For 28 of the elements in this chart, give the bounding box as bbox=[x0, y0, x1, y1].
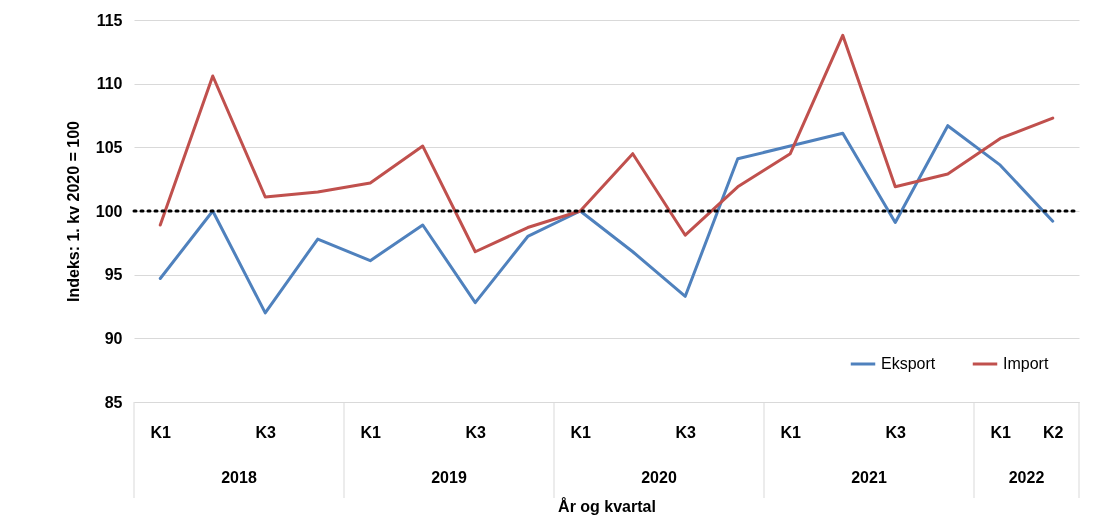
y-axis-title: Indeks: 1. kv 2020 = 100 bbox=[64, 120, 82, 303]
x-tick-label: K1 bbox=[990, 423, 1012, 441]
x-tick-label: K1 bbox=[150, 423, 172, 441]
y-tick-label: 115 bbox=[96, 11, 123, 29]
x-tick-label: K3 bbox=[885, 423, 907, 441]
x-tick-label: K1 bbox=[780, 423, 802, 441]
x-tick-label: K1 bbox=[360, 423, 382, 441]
text: 2022 bbox=[1008, 469, 1045, 486]
text: 2019 bbox=[431, 469, 467, 486]
y-tick-label: 110 bbox=[96, 75, 123, 93]
y-tick-label: 90 bbox=[104, 329, 123, 347]
y-tick-label: 85 bbox=[104, 393, 123, 411]
x-tick-label: K3 bbox=[255, 423, 277, 441]
y-tick-label: 100 bbox=[95, 202, 123, 220]
legend-label: Eksport bbox=[881, 355, 936, 372]
text: 2018 bbox=[221, 469, 257, 486]
line-series bbox=[158, 33, 1055, 254]
x-tick-label: K3 bbox=[675, 423, 697, 441]
text: 2020 bbox=[641, 469, 677, 486]
line-series bbox=[158, 124, 1055, 315]
x-tick-label: K2 bbox=[1043, 423, 1064, 441]
x-axis-title: År og kvartal bbox=[558, 496, 656, 515]
x-tick-label: K3 bbox=[465, 423, 487, 441]
text: 2021 bbox=[851, 469, 887, 486]
y-tick-label: 95 bbox=[104, 266, 123, 284]
y-tick-label: 105 bbox=[95, 138, 123, 156]
x-tick-label: K1 bbox=[570, 423, 592, 441]
legend-label: Import bbox=[1003, 355, 1049, 372]
